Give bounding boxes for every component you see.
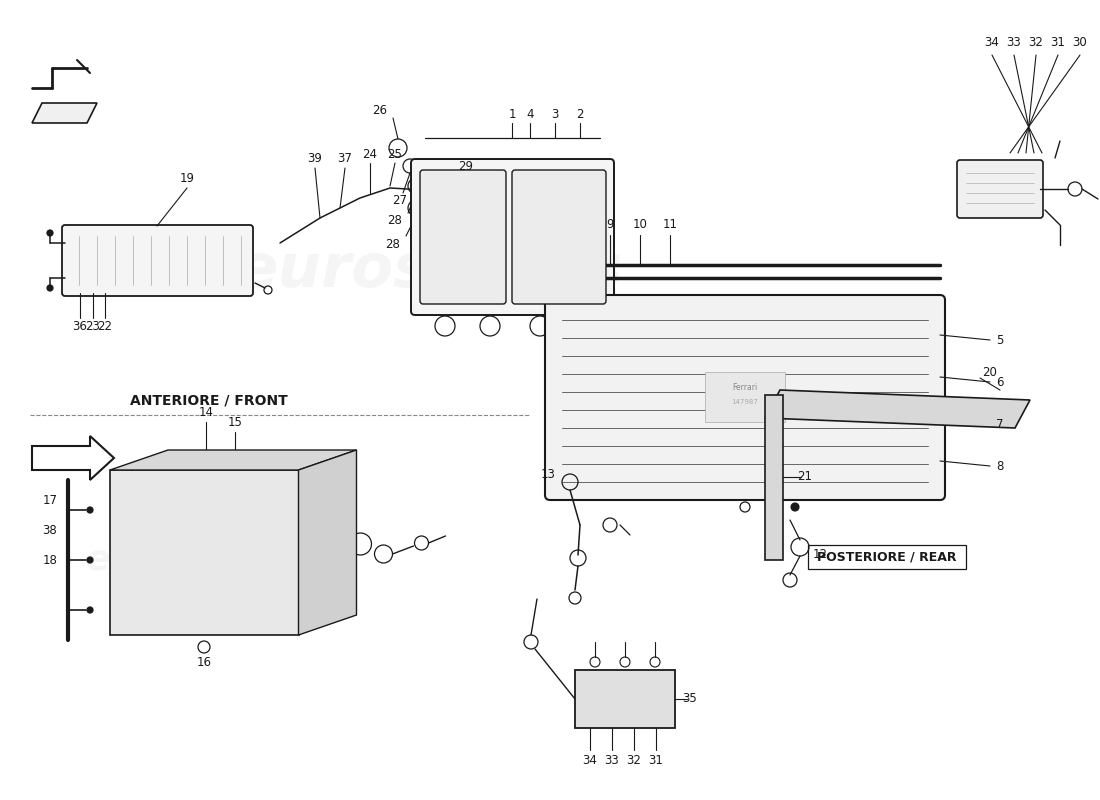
Bar: [590, 316, 605, 336]
Text: 22: 22: [98, 321, 112, 334]
Text: 33: 33: [1006, 37, 1022, 50]
Text: 28: 28: [386, 238, 400, 250]
Text: 35: 35: [683, 693, 697, 706]
Text: 30: 30: [1072, 37, 1088, 50]
Text: 12: 12: [813, 549, 827, 562]
Circle shape: [769, 410, 779, 420]
Text: 17: 17: [43, 494, 57, 506]
Text: 37: 37: [338, 151, 352, 165]
Text: 1: 1: [508, 107, 516, 121]
Text: 38: 38: [43, 523, 57, 537]
Circle shape: [87, 507, 94, 513]
FancyBboxPatch shape: [957, 160, 1043, 218]
Text: 19: 19: [179, 171, 195, 185]
Text: 32: 32: [627, 754, 641, 766]
Text: 21: 21: [798, 470, 813, 483]
Text: 29: 29: [459, 159, 473, 173]
Polygon shape: [764, 390, 1030, 428]
Text: 2: 2: [576, 107, 584, 121]
Text: 7: 7: [997, 418, 1003, 430]
Text: 5: 5: [997, 334, 1003, 346]
Text: 39: 39: [308, 151, 322, 165]
Text: ANTERIORE / FRONT: ANTERIORE / FRONT: [130, 393, 288, 407]
Text: 13: 13: [540, 469, 556, 482]
Text: 26: 26: [373, 103, 387, 117]
FancyBboxPatch shape: [544, 295, 945, 500]
Text: 27: 27: [393, 194, 407, 207]
Text: 8: 8: [997, 459, 1003, 473]
Circle shape: [791, 503, 799, 511]
Text: 14: 14: [198, 406, 213, 418]
Text: 11: 11: [662, 218, 678, 231]
FancyBboxPatch shape: [420, 170, 506, 304]
Text: Ferrari: Ferrari: [733, 382, 758, 391]
Text: eurospares: eurospares: [86, 543, 315, 577]
Text: eurospares: eurospares: [236, 241, 624, 299]
Bar: [705, 372, 785, 422]
Text: 147987: 147987: [732, 399, 758, 405]
Circle shape: [87, 607, 94, 613]
FancyBboxPatch shape: [62, 225, 253, 296]
Bar: [556, 316, 585, 336]
Text: 3: 3: [551, 107, 559, 121]
Text: 15: 15: [228, 415, 242, 429]
Text: 36: 36: [73, 321, 87, 334]
Text: 25: 25: [387, 147, 403, 161]
FancyBboxPatch shape: [512, 170, 606, 304]
Text: POSTERIORE / REAR: POSTERIORE / REAR: [817, 550, 957, 563]
Text: 10: 10: [632, 218, 648, 231]
Text: 4: 4: [526, 107, 534, 121]
Text: 20: 20: [982, 366, 998, 378]
Polygon shape: [32, 436, 114, 480]
Polygon shape: [298, 450, 356, 635]
Text: 28: 28: [387, 214, 403, 226]
Text: 34: 34: [984, 37, 1000, 50]
Circle shape: [47, 230, 53, 236]
Circle shape: [87, 557, 94, 563]
Text: 32: 32: [1028, 37, 1044, 50]
Polygon shape: [110, 470, 298, 635]
Circle shape: [47, 285, 53, 291]
Circle shape: [769, 525, 779, 535]
Text: 16: 16: [197, 657, 211, 670]
Text: 9: 9: [606, 218, 614, 231]
FancyBboxPatch shape: [411, 159, 614, 315]
Bar: [764, 395, 783, 560]
Bar: [575, 670, 675, 728]
Text: 24: 24: [363, 147, 377, 161]
Text: 6: 6: [997, 375, 1003, 389]
Circle shape: [769, 485, 779, 495]
Polygon shape: [110, 450, 356, 470]
Text: 33: 33: [605, 754, 619, 766]
Text: 31: 31: [1050, 37, 1066, 50]
Circle shape: [769, 445, 779, 455]
Polygon shape: [32, 103, 97, 123]
Text: 18: 18: [43, 554, 57, 566]
Text: 34: 34: [583, 754, 597, 766]
Bar: [808, 545, 966, 569]
Text: 23: 23: [86, 321, 100, 334]
Text: 31: 31: [649, 754, 663, 766]
